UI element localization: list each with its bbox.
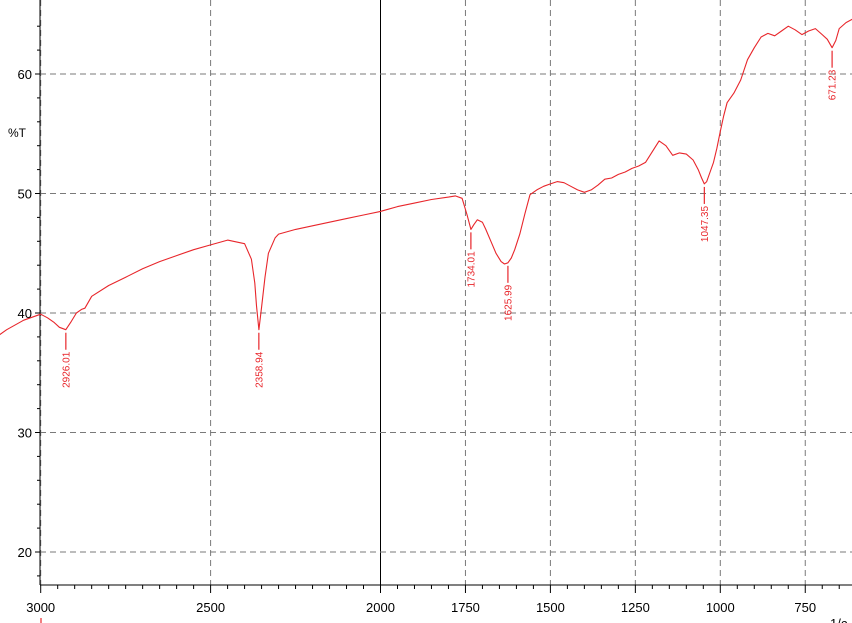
x-tick-label: 2000	[366, 600, 395, 615]
series-layer	[0, 18, 852, 336]
x-tick-label: 750	[794, 600, 816, 615]
peak-label: 671.23	[828, 69, 839, 100]
y-tick-label: 50	[18, 187, 32, 202]
peak-label: 1625.99	[503, 284, 514, 321]
y-tick-label: 60	[18, 67, 32, 82]
grid-lines	[40, 0, 852, 585]
x-axis-unit-label: 1/c	[830, 616, 848, 623]
peak-label: 1047.35	[700, 206, 711, 243]
tick-labels: 2030405060350030002500200017501500125010…	[8, 67, 848, 623]
x-tick-label: 1500	[536, 600, 565, 615]
x-tick-label: 1250	[621, 600, 650, 615]
peak-label: 2358.94	[254, 351, 265, 388]
y-tick-label: 40	[18, 306, 32, 321]
spectrum-line	[0, 18, 852, 336]
y-tick-label: 20	[18, 545, 32, 560]
x-tick-label: 1750	[451, 600, 480, 615]
x-tick-label: 1000	[706, 600, 735, 615]
y-axis-label: %T	[8, 126, 27, 140]
x-tick-label: 2500	[196, 600, 225, 615]
peak-label: 2926.01	[61, 351, 72, 388]
peak-label: 1734.01	[466, 251, 477, 288]
x-tick-label: 3000	[26, 600, 55, 615]
peak-annotations: 3414.002926.012358.941734.011625.991047.…	[61, 50, 839, 388]
y-tick-label: 30	[18, 426, 32, 441]
